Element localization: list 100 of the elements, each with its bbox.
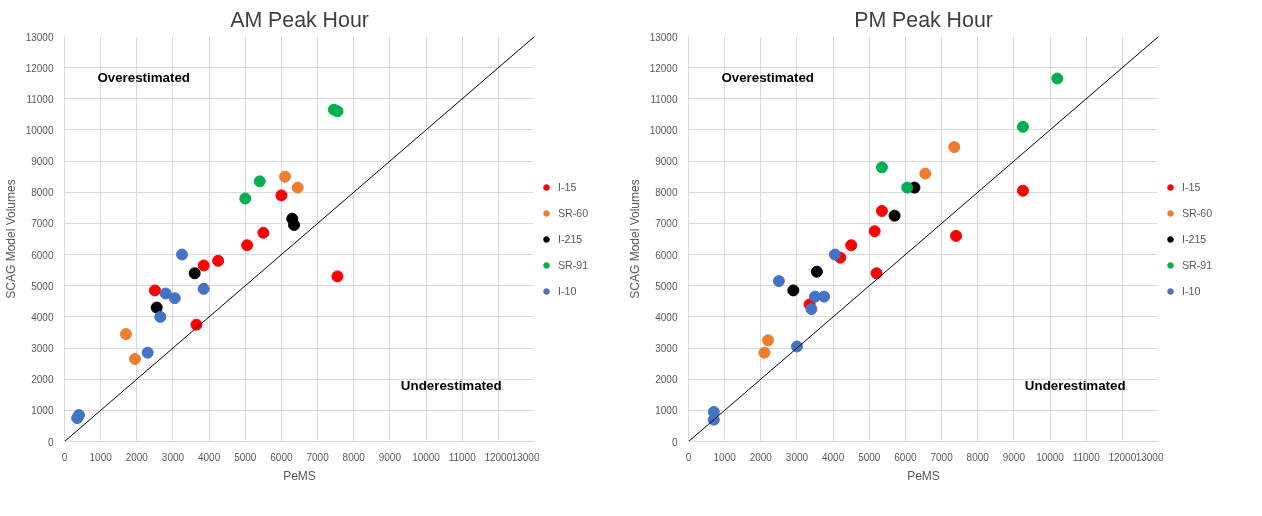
legend-label: I-215 <box>558 232 583 245</box>
y-tick-label: 10000 <box>25 124 54 136</box>
x-tick-label: 10000 <box>412 451 441 463</box>
point <box>129 352 141 365</box>
y-tick-label: 13000 <box>25 31 54 43</box>
y-tick-label: 8000 <box>655 187 678 199</box>
legend-label: I-215 <box>1182 232 1207 245</box>
y-tick-label: 2000 <box>655 374 678 386</box>
point <box>168 292 181 305</box>
y-tick-label: 12000 <box>25 62 54 74</box>
x-tick-label: 2000 <box>749 451 773 463</box>
point <box>148 284 161 297</box>
point <box>950 229 963 242</box>
y-tick-label: 9000 <box>31 156 54 168</box>
legend-label: I-15 <box>1182 180 1202 193</box>
x-tick-label: 11000 <box>1072 451 1101 463</box>
y-tick-label: 0 <box>47 436 54 448</box>
x-tick-label: 9000 <box>378 451 402 463</box>
x-tick-label: 13000 <box>1135 451 1164 463</box>
legend-label: SR-91 <box>558 258 589 271</box>
x-tick-label: 0 <box>61 451 68 463</box>
y-tick-label: 6000 <box>31 249 54 261</box>
x-tick-label: 3000 <box>161 451 185 463</box>
y-tick-label: 2000 <box>31 374 54 386</box>
x-tick-label: 1000 <box>89 451 113 463</box>
x-tick-label: 2000 <box>125 451 149 463</box>
point <box>176 248 188 261</box>
point <box>810 265 823 278</box>
y-tick-label: 4000 <box>655 311 678 323</box>
chart-title: AM Peak Hour <box>230 7 369 32</box>
y-tick-label: 11000 <box>650 93 678 105</box>
point <box>1051 72 1064 85</box>
y-tick-label: 10000 <box>649 124 678 136</box>
x-tick-label: 5000 <box>234 451 257 463</box>
point <box>818 290 831 303</box>
x-tick-label: 11000 <box>448 451 477 463</box>
y-tick-label: 1000 <box>31 405 54 417</box>
x-tick-label: 4000 <box>821 451 845 463</box>
x-tick-label: 12000 <box>1108 451 1137 463</box>
point <box>875 161 888 174</box>
annotation: Underestimated <box>400 377 502 393</box>
point <box>239 192 252 205</box>
point <box>119 328 132 341</box>
point <box>828 248 841 261</box>
point <box>291 181 304 194</box>
point <box>275 189 288 202</box>
point <box>159 287 172 300</box>
point <box>787 284 800 297</box>
annotation: Underestimated <box>1024 377 1126 393</box>
point <box>154 310 167 323</box>
point <box>257 226 270 239</box>
point <box>241 239 254 252</box>
legend-label: I-10 <box>1182 284 1202 297</box>
x-tick-label: 3000 <box>785 451 809 463</box>
point <box>888 209 901 222</box>
point <box>212 254 225 267</box>
y-axis-title: SCAG Model Volumes <box>627 179 642 299</box>
point <box>1016 184 1029 197</box>
x-tick-label: 9000 <box>1002 451 1026 463</box>
x-tick-label: 13000 <box>511 451 540 463</box>
point <box>197 282 210 295</box>
y-tick-label: 11000 <box>26 93 54 105</box>
y-tick-label: 1000 <box>655 405 678 417</box>
point <box>150 301 163 314</box>
point <box>758 346 771 359</box>
x-tick-label: 7000 <box>306 451 330 463</box>
point <box>875 204 888 217</box>
annotation: Overestimated <box>97 70 191 86</box>
point <box>279 170 292 183</box>
y-tick-label: 12000 <box>649 62 678 74</box>
x-tick-label: 7000 <box>930 451 954 463</box>
x-tick-label: 1000 <box>713 451 737 463</box>
y-tick-label: 4000 <box>31 311 54 323</box>
point <box>805 303 818 316</box>
x-tick-label: 6000 <box>270 451 293 463</box>
chart-title: PM Peak Hour <box>854 7 993 32</box>
y-tick-label: 6000 <box>655 249 678 261</box>
point <box>845 239 858 252</box>
point <box>870 267 883 280</box>
legend-label: I-10 <box>558 284 578 297</box>
y-tick-label: 9000 <box>655 156 678 168</box>
legend-label: SR-91 <box>1182 258 1213 271</box>
point <box>919 167 932 180</box>
point <box>772 275 785 288</box>
x-tick-label: 5000 <box>858 451 881 463</box>
x-tick-label: 6000 <box>894 451 917 463</box>
x-tick-label: 0 <box>685 451 692 463</box>
x-tick-label: 4000 <box>197 451 221 463</box>
legend-label: SR-60 <box>558 206 589 219</box>
y-axis-title: SCAG Model Volumes <box>3 179 18 299</box>
y-tick-label: 3000 <box>655 343 678 355</box>
point <box>1016 120 1029 133</box>
y-tick-label: 3000 <box>31 343 54 355</box>
point <box>948 141 961 154</box>
point <box>141 346 154 359</box>
legend-label: SR-60 <box>1182 206 1213 219</box>
annotation: Overestimated <box>721 70 815 86</box>
x-tick-label: 10000 <box>1036 451 1065 463</box>
point <box>868 225 881 238</box>
point <box>331 270 344 283</box>
